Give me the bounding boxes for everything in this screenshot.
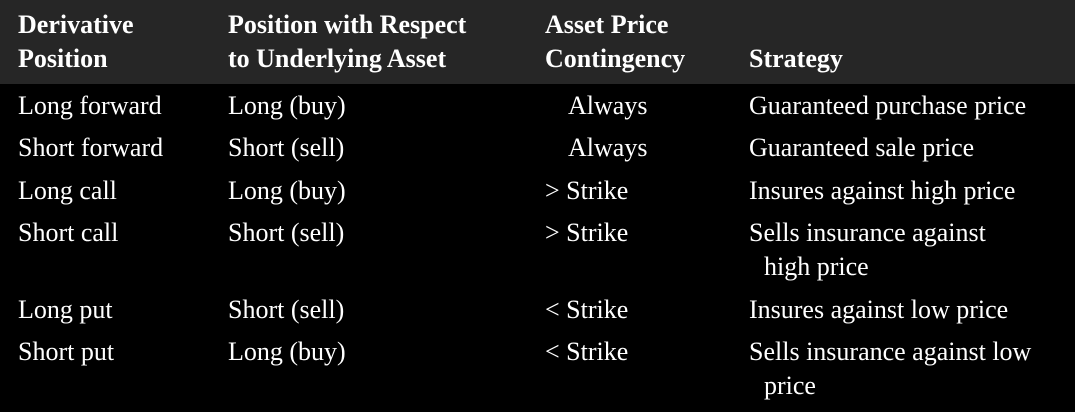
row-1-position: Long forward	[18, 91, 162, 120]
row-4-contingency: > Strike	[545, 218, 629, 247]
row-1-contingency: Always	[568, 91, 648, 120]
row-3-underlying: Long (buy)	[228, 176, 346, 205]
header-col2-line1: Position with Respect	[228, 10, 467, 39]
header-derivative-position: Derivative Position	[18, 8, 134, 76]
header-col3-line2: Contingency	[545, 44, 686, 73]
row-5-strategy: Insures against low price	[749, 295, 1009, 324]
header-position-underlying: Position with Respect to Underlying Asse…	[228, 8, 466, 76]
row-5-underlying: Short (sell)	[228, 295, 345, 324]
table-header-band	[0, 0, 1075, 84]
row-5-position: Long put	[18, 295, 113, 324]
row-2-strategy: Guaranteed sale price	[749, 133, 975, 162]
row-4-strategy-line2: high price	[764, 252, 869, 281]
row-6-underlying: Long (buy)	[228, 337, 346, 366]
row-2-contingency: Always	[568, 133, 648, 162]
header-col1-line1: Derivative	[18, 10, 134, 39]
header-asset-price-contingency: Asset Price Contingency	[545, 8, 685, 76]
row-2-underlying: Short (sell)	[228, 133, 345, 162]
header-col2-line2: to Underlying Asset	[228, 44, 447, 73]
row-3-strategy: Insures against high price	[749, 176, 1016, 205]
row-4-underlying: Short (sell)	[228, 218, 345, 247]
row-2-position: Short forward	[18, 133, 164, 162]
row-3-position: Long call	[18, 176, 117, 205]
row-6-position: Short put	[18, 337, 115, 366]
row-6-strategy-line2: price	[764, 371, 816, 400]
row-6-strategy: Sells insurance against low price	[749, 335, 1031, 403]
row-6-contingency: < Strike	[545, 337, 629, 366]
header-col3-line1: Asset Price	[545, 10, 669, 39]
header-col1-line2: Position	[18, 44, 108, 73]
header-strategy: Strategy	[749, 44, 843, 73]
row-3-contingency: > Strike	[545, 176, 629, 205]
row-1-underlying: Long (buy)	[228, 91, 346, 120]
row-1-strategy: Guaranteed purchase price	[749, 91, 1027, 120]
row-4-strategy-line1: Sells insurance against	[749, 218, 986, 247]
row-4-position: Short call	[18, 218, 119, 247]
row-4-strategy: Sells insurance against high price	[749, 216, 986, 284]
row-6-strategy-line1: Sells insurance against low	[749, 337, 1032, 366]
row-5-contingency: < Strike	[545, 295, 629, 324]
